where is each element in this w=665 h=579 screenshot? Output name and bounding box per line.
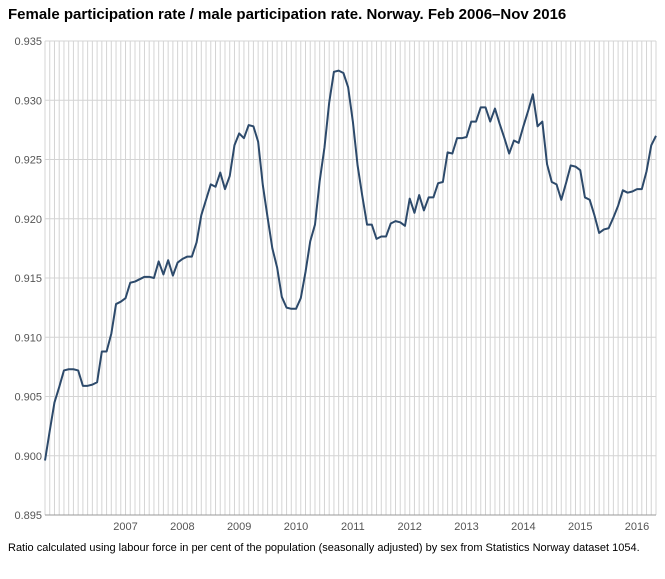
x-tick-label: 2013 [454, 521, 478, 533]
x-tick-label: 2015 [568, 521, 592, 533]
y-tick-label: 0.930 [14, 95, 42, 107]
line-chart: 0.935 0.930 0.925 0.920 0.915 0.910 0.905 0.900… [14, 36, 657, 533]
y-tick-label: 0.920 [14, 214, 42, 226]
horizontal-gridlines [45, 40, 656, 516]
x-tick-label: 2007 [113, 521, 137, 533]
x-tick-label: 2011 [341, 521, 365, 533]
x-tick-label: 2010 [284, 521, 308, 533]
y-tick-label: 0.925 [14, 155, 42, 167]
y-tick-label: 0.910 [14, 332, 42, 344]
x-tick-label: 2014 [511, 521, 535, 533]
y-tick-label: 0.935 [14, 36, 42, 48]
series-group [44, 69, 657, 461]
x-tick-label: 2008 [170, 521, 194, 533]
x-tick-label: 2009 [227, 521, 251, 533]
y-tick-label: 0.895 [14, 510, 42, 522]
series-line [44, 69, 657, 461]
x-axis-ticks: 2007 2008 2009 2010 2011 2012 2013 2014 2015 2016 [113, 521, 649, 533]
x-tick-label: 2016 [625, 521, 649, 533]
y-tick-label: 0.915 [14, 273, 42, 285]
chart-footnote: Ratio calculated using labour force in p… [8, 542, 640, 554]
y-tick-label: 0.905 [14, 392, 42, 404]
chart-title: Female participation rate / male partici… [8, 6, 567, 23]
x-tick-label: 2012 [397, 521, 421, 533]
y-tick-label: 0.900 [14, 451, 42, 463]
y-axis-ticks: 0.935 0.930 0.925 0.920 0.915 0.910 0.905 0.900… [14, 36, 42, 522]
